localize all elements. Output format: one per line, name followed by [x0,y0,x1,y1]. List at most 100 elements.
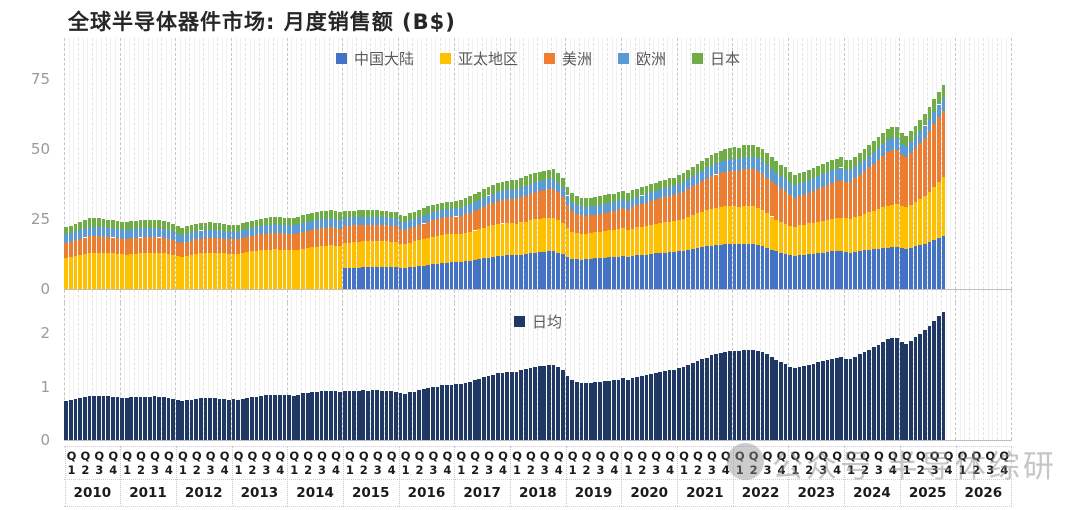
xaxis-band-mid-rule [64,479,1012,480]
bar-segment-美洲 [714,174,718,208]
bar-segment-日本 [194,223,199,232]
bar-segment-欧洲 [301,222,305,232]
daily-average-bar [185,400,189,440]
daily-average-bar [932,320,936,440]
daily-average-bar [574,381,579,440]
bar-segment-日本 [444,201,449,210]
legend-item-中国大陆: 中国大陆 [335,48,414,69]
bar-segment-日本 [342,211,347,218]
bar-segment-美洲 [380,225,384,242]
daily-average-bar [482,377,486,440]
bar-segment-日本 [375,210,380,217]
daily-average-bar [927,325,932,440]
bar-segment-欧洲 [658,189,663,198]
gridline [955,303,956,440]
bar-segment-欧洲 [92,226,97,237]
gridline [235,290,237,303]
gridline [156,290,158,303]
bar-segment-欧洲 [319,219,324,229]
gridline [755,290,757,303]
daily-average-bar [134,397,138,440]
bar-segment-中国大陆 [537,252,542,289]
bar-segment-美洲 [779,188,783,223]
daily-average-bar [203,398,208,440]
daily-average-bar [588,382,593,440]
year-label-2016: 2016 [407,485,446,501]
bar-segment-亚太地区 [625,230,630,258]
gridline [193,290,195,303]
gridline [388,303,390,440]
gridline [319,290,321,303]
gridline [119,290,121,303]
gridline [87,290,89,303]
bottom-chart-baseline [64,440,1012,441]
bar-segment-亚太地区 [797,225,802,256]
daily-average-bar [96,395,101,440]
gridline [412,290,414,303]
gridline [987,38,989,289]
bar-segment-中国大陆 [918,245,923,289]
bar-segment-日本 [584,198,588,207]
bar-segment-美洲 [806,192,811,224]
gridline [249,38,251,289]
gridline [217,290,219,303]
gridline [147,38,149,289]
gridline [579,38,581,289]
bar-segment-美洲 [593,214,598,233]
daily-average-chart [64,303,1012,440]
gridline [811,38,813,289]
gridline [685,290,687,303]
gridline [444,290,446,303]
daily-average-bar [64,401,69,440]
bar-segment-美洲 [848,181,853,219]
bar-segment-亚太地区 [356,241,361,268]
gridline [630,290,632,303]
bar-segment-亚太地区 [175,255,180,289]
daily-average-bar [259,396,264,440]
bar-segment-欧洲 [862,159,867,172]
bar-segment-亚太地区 [844,218,848,253]
gridline [481,38,483,289]
bar-segment-亚太地区 [686,216,691,250]
bar-segment-欧洲 [472,202,477,211]
bar-segment-欧洲 [556,182,561,193]
bar-segment-美洲 [361,224,366,242]
bar-segment-亚太地区 [602,230,607,258]
gridline [430,290,432,303]
gridline [866,290,868,303]
gridline [504,290,506,303]
bar-segment-亚太地区 [454,234,458,263]
bar-segment-日本 [468,196,472,205]
bar-segment-中国大陆 [472,260,477,289]
bar-segment-美洲 [296,233,301,250]
bar-segment-中国大陆 [421,265,426,289]
gridline [806,290,808,303]
gridline [221,290,223,303]
bar-segment-亚太地区 [639,226,644,255]
bar-segment-亚太地区 [862,213,867,251]
bar-segment-日本 [384,210,389,218]
bar-segment-亚太地区 [384,241,389,267]
bar-segment-中国大陆 [482,258,486,289]
bar-segment-中国大陆 [700,247,704,289]
bar-segment-中国大陆 [741,243,746,289]
gridline [565,303,567,440]
gridline [235,303,237,440]
gridline [606,290,608,303]
bar-segment-欧洲 [96,226,101,237]
gridline [797,290,799,303]
bar-segment-美洲 [134,238,138,254]
daily-average-bar [630,377,635,440]
daily-average-bar [398,393,403,440]
bar-segment-欧洲 [226,231,231,240]
gridline [639,303,641,440]
bar-segment-欧洲 [533,182,537,193]
bar-segment-亚太地区 [621,227,626,256]
gridline [532,38,534,289]
gridline [504,303,506,440]
gridline [323,290,325,303]
bar-segment-日本 [909,130,913,142]
